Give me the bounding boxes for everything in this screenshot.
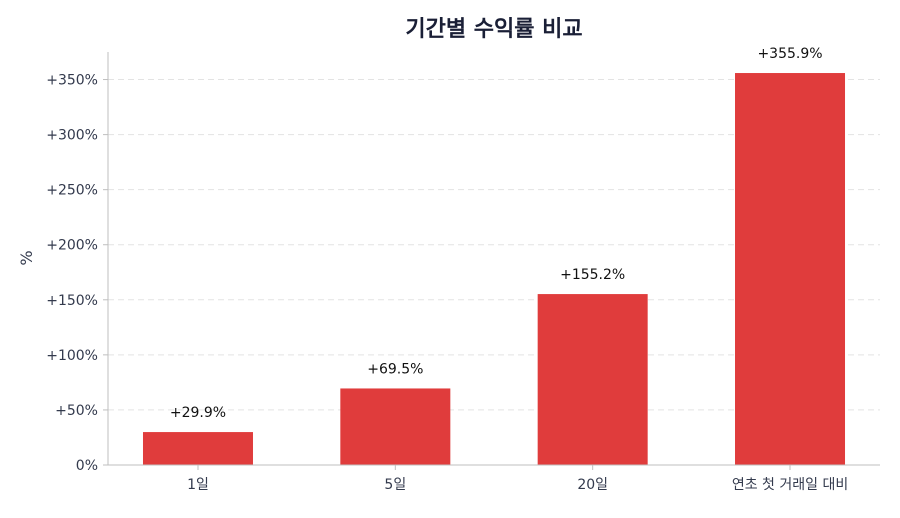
- bar: [735, 73, 846, 466]
- y-tick-label: 0%: [76, 458, 98, 474]
- chart-title: 기간별 수익률 비교: [405, 17, 582, 42]
- y-tick-label: +150%: [46, 293, 98, 309]
- data-label: +29.9%: [170, 405, 226, 421]
- y-tick-label: +200%: [46, 238, 98, 254]
- x-tick-label: 연초 첫 거래일 대비: [732, 477, 848, 493]
- data-label: +355.9%: [757, 46, 822, 62]
- x-tick-label: 20일: [577, 477, 608, 493]
- data-label: +155.2%: [560, 267, 625, 283]
- x-tick-label: 1일: [187, 477, 209, 493]
- y-tick-label: +50%: [55, 403, 98, 419]
- y-tick-label: +100%: [46, 348, 98, 364]
- bar: [537, 294, 648, 465]
- y-tick-label: +250%: [46, 183, 98, 199]
- y-tick-label: +350%: [46, 73, 98, 89]
- y-tick-label: +300%: [46, 128, 98, 144]
- y-axis-label: %: [17, 250, 36, 265]
- x-tick-label: 5일: [384, 477, 406, 493]
- data-label: +69.5%: [367, 361, 423, 377]
- bar: [142, 432, 253, 465]
- bar: [340, 388, 451, 465]
